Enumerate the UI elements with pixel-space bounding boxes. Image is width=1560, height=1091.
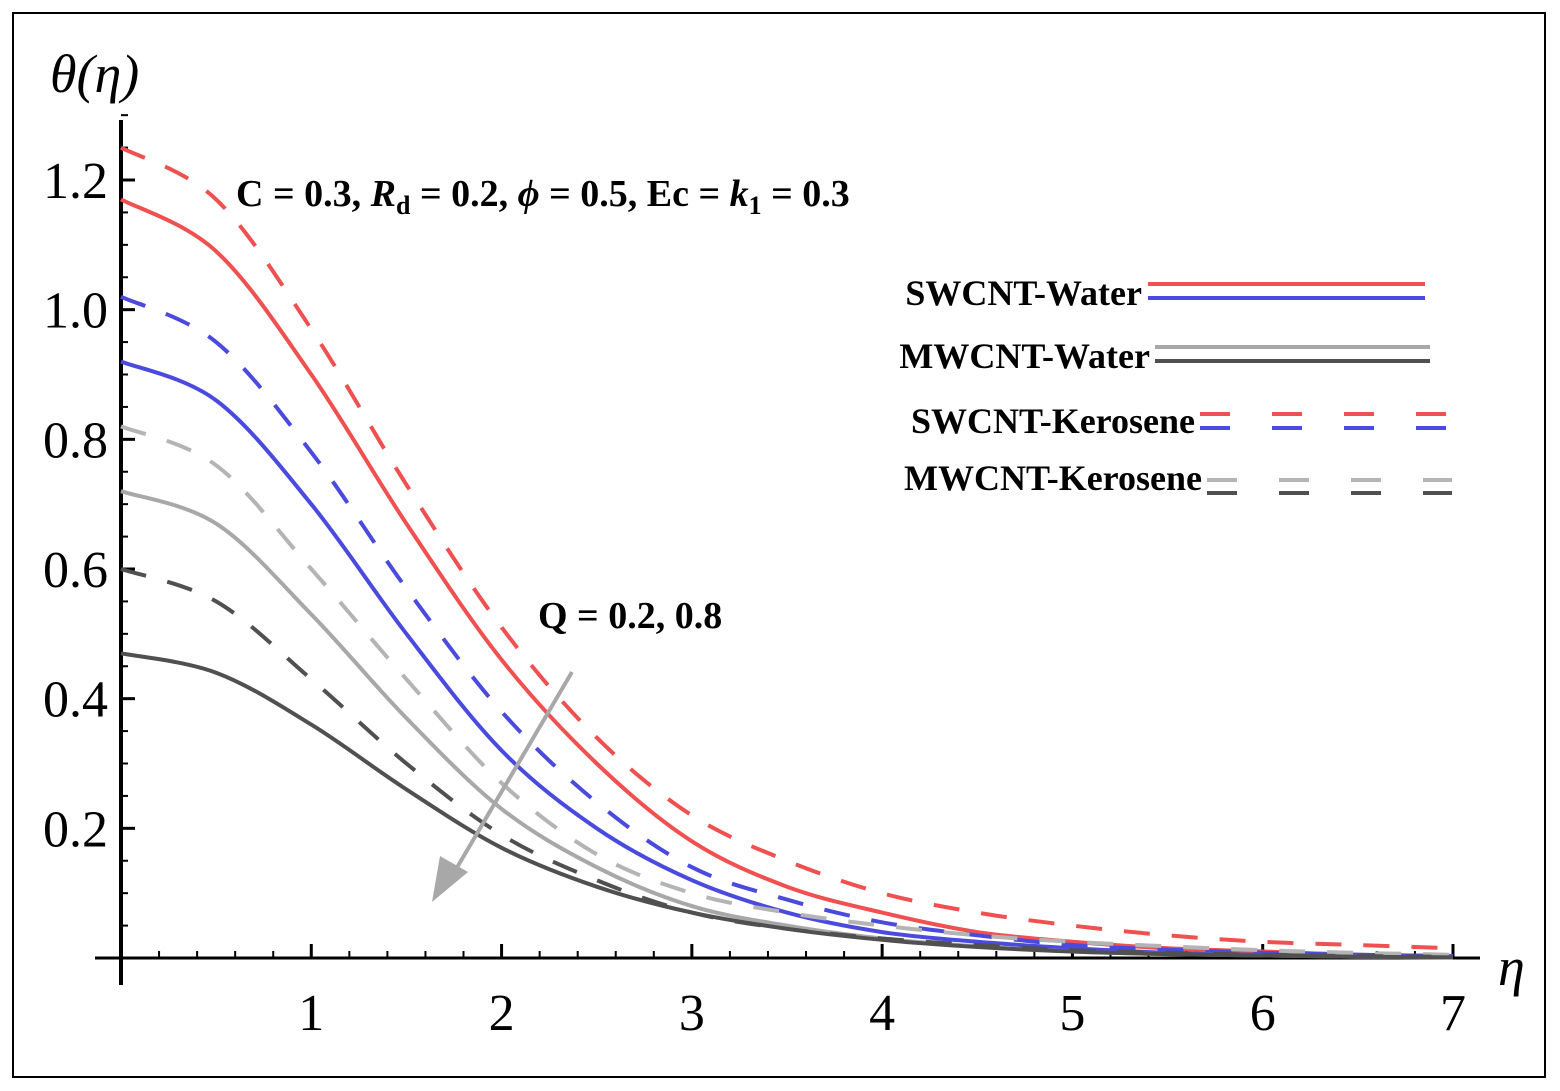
param-phi-value: = 0.5, Ec = — [549, 173, 720, 215]
x-tick-label: 2 — [489, 985, 515, 1042]
y-tick-label: 0.6 — [43, 542, 108, 599]
q-arrow-head — [432, 856, 468, 902]
series-line-swcnt-kerosene-q-0-8 — [120, 294, 1454, 959]
param-c: C = 0.3, — [236, 173, 361, 215]
legend-label: MWCNT-Water — [899, 336, 1150, 376]
legend-label: MWCNT-Kerosene — [904, 458, 1202, 498]
x-tick-label: 1 — [298, 985, 324, 1042]
y-tick-label: 0.4 — [43, 672, 108, 729]
y-tick-label: 0.8 — [43, 412, 108, 469]
series-line-mwcnt-water-q-0-8 — [120, 651, 1454, 960]
series-line-swcnt-kerosene-q-0-2 — [120, 145, 1454, 951]
x-tick-label: 7 — [1440, 985, 1466, 1042]
param-k-value: = 0.3 — [771, 173, 850, 215]
legend: SWCNT-Water MWCNT-Water SWCNT-Kerosene MWCN… — [899, 273, 1452, 498]
y-axis-title: θ(η) — [50, 44, 139, 104]
x-tick-label: 4 — [869, 985, 895, 1042]
q-arrow — [432, 670, 574, 902]
axes — [95, 120, 1480, 985]
q-annotation: Q = 0.2, 0.8 — [538, 595, 722, 637]
series-line-swcnt-water-q-0-8 — [120, 359, 1454, 959]
series-line-mwcnt-kerosene-q-0-2 — [120, 424, 1454, 957]
y-tick-label: 1.0 — [43, 283, 108, 340]
x-tick-label: 3 — [679, 985, 705, 1042]
param-rd-symbol: R — [370, 173, 396, 215]
q-arrow-shaft — [450, 670, 574, 878]
ticks: 1 2 3 4 5 6 7 0.2 0.4 0.6 0.8 1.0 1.2 — [43, 114, 1466, 1042]
x-axis-title: η — [1498, 937, 1525, 997]
param-rd-value: = 0.2, — [420, 173, 508, 215]
legend-label: SWCNT-Kerosene — [911, 401, 1195, 441]
param-k-sub: 1 — [749, 191, 762, 220]
param-phi-symbol: ϕ — [518, 173, 540, 215]
series-layer — [120, 145, 1454, 960]
figure-frame — [12, 12, 1546, 1078]
param-rd-sub: d — [396, 191, 411, 220]
param-k-symbol: k — [730, 173, 749, 215]
y-tick-label: 1.2 — [43, 153, 108, 210]
parameter-annotation: C = 0.3, Rd = 0.2, ϕ = 0.5, Ec = k1 = 0.… — [236, 173, 850, 223]
x-tick-label: 6 — [1250, 985, 1276, 1042]
legend-label: SWCNT-Water — [905, 273, 1142, 313]
y-tick-label: 0.2 — [43, 801, 108, 858]
x-tick-label: 5 — [1059, 985, 1085, 1042]
